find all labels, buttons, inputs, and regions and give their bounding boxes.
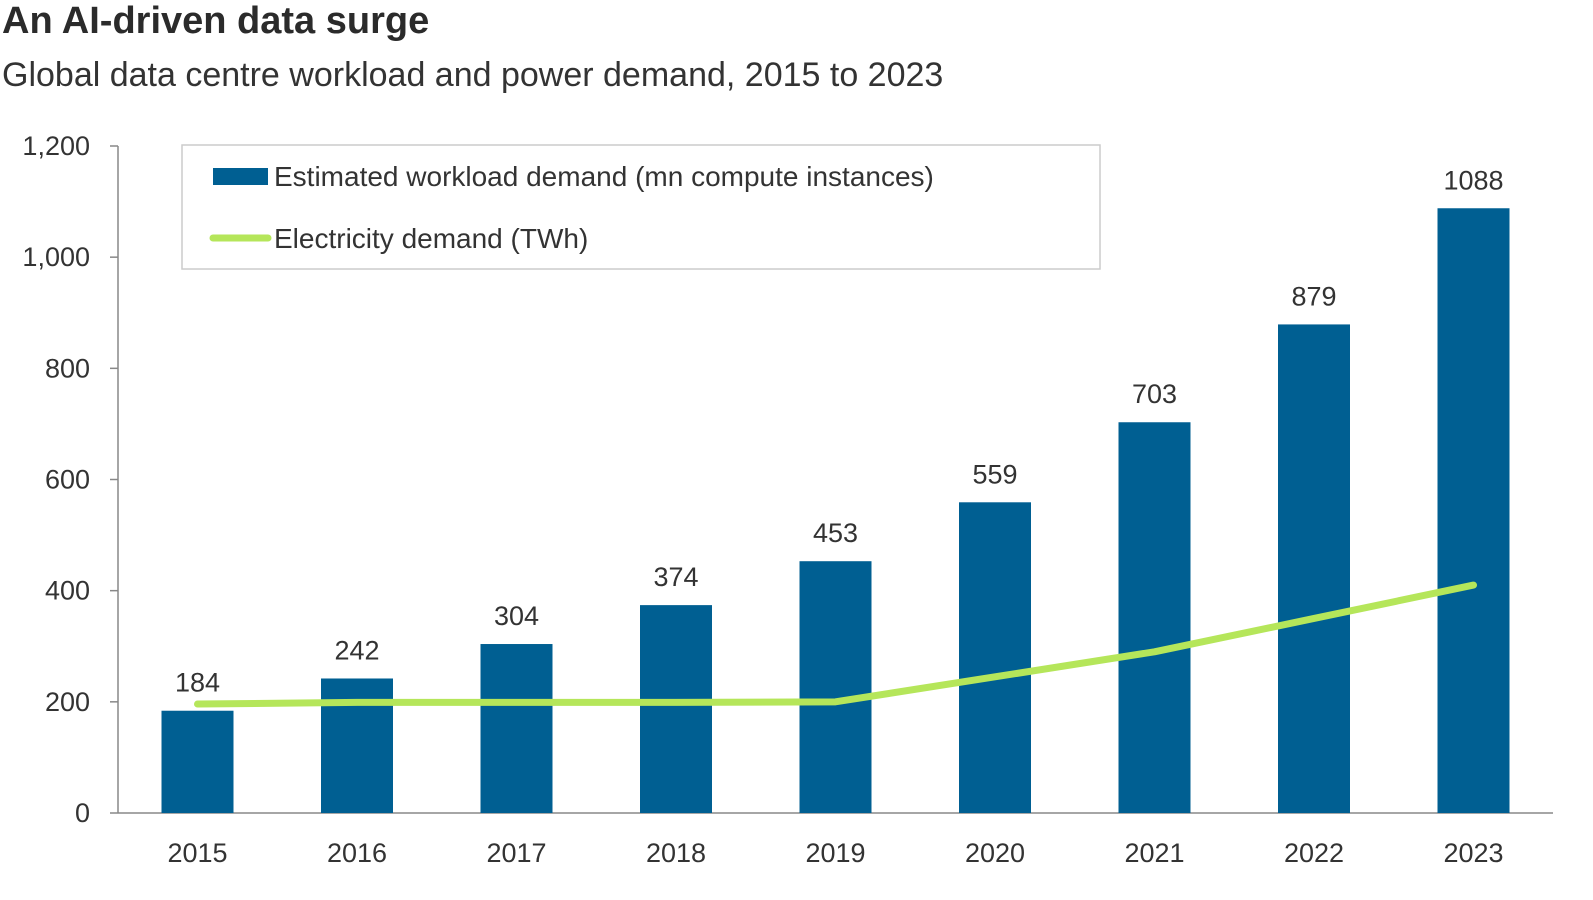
data-label-2023: 1088 — [1443, 165, 1503, 195]
data-label-2016: 242 — [334, 635, 379, 665]
x-tick-label: 2018 — [646, 838, 706, 868]
data-label-2019: 453 — [813, 518, 858, 548]
x-tick-label: 2023 — [1443, 838, 1503, 868]
legend-box — [181, 144, 1101, 270]
bar-2018 — [640, 605, 712, 813]
x-tick-label: 2016 — [327, 838, 387, 868]
x-tick-label: 2022 — [1284, 838, 1344, 868]
x-tick-label: 2020 — [965, 838, 1025, 868]
data-label-2021: 703 — [1132, 379, 1177, 409]
bar-2022 — [1278, 324, 1350, 813]
data-label-2015: 184 — [175, 668, 220, 698]
bar-2017 — [480, 644, 553, 813]
y-tick-label: 1,200 — [22, 131, 90, 161]
y-tick-label: 600 — [45, 465, 90, 495]
chart-title: An AI-driven data surge — [2, 0, 430, 42]
bar-2021 — [1118, 422, 1191, 813]
legend-swatch-workload — [213, 168, 268, 185]
y-tick-label: 0 — [75, 798, 90, 828]
x-tick-label: 2019 — [805, 838, 865, 868]
legend-label-workload: Estimated workload demand (mn compute in… — [274, 161, 934, 192]
y-tick-label: 400 — [45, 576, 90, 606]
data-label-2020: 559 — [972, 459, 1017, 489]
x-tick-label: 2021 — [1124, 838, 1184, 868]
y-tick-label: 800 — [45, 353, 90, 383]
y-tick-label: 200 — [45, 687, 90, 717]
bar-2016 — [321, 678, 393, 813]
electricity-demand-line — [194, 581, 1477, 708]
x-tick-label: 2017 — [486, 838, 546, 868]
data-label-2018: 374 — [653, 562, 698, 592]
legend-label-electricity: Electricity demand (TWh) — [274, 223, 588, 254]
data-label-2017: 304 — [494, 601, 539, 631]
bar-2015 — [161, 710, 234, 813]
chart-subtitle: Global data centre workload and power de… — [2, 56, 944, 94]
x-tick-label: 2015 — [167, 838, 227, 868]
bar-2020 — [959, 502, 1031, 813]
bar-2023 — [1437, 208, 1510, 814]
bar-2019 — [799, 561, 872, 813]
y-tick-label: 1,000 — [22, 242, 90, 272]
data-label-2022: 879 — [1291, 281, 1336, 311]
